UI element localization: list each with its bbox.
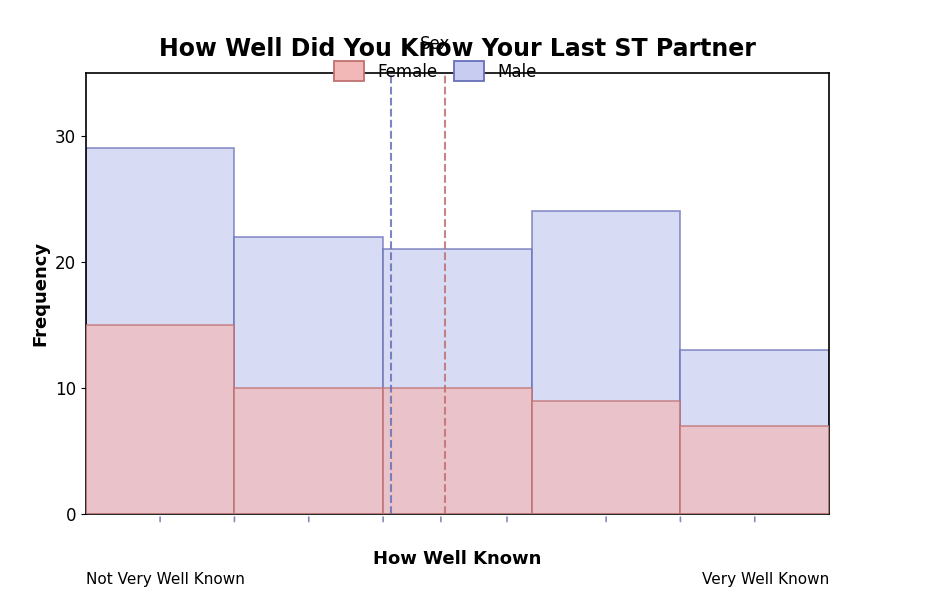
Bar: [383, 388, 531, 514]
Bar: [680, 426, 828, 514]
Bar: [531, 211, 680, 514]
Text: How Well Known: How Well Known: [373, 549, 541, 567]
Text: Not Very Well Known: Not Very Well Known: [86, 572, 245, 587]
Text: Very Well Known: Very Well Known: [701, 572, 828, 587]
Bar: [531, 401, 680, 514]
Bar: [680, 350, 828, 514]
Bar: [86, 148, 234, 514]
Y-axis label: Frequency: Frequency: [31, 241, 50, 346]
Bar: [86, 325, 234, 514]
Title: How Well Did You Know Your Last ST Partner: How Well Did You Know Your Last ST Partn…: [159, 37, 755, 61]
Bar: [234, 388, 383, 514]
Legend: Female, Male: Female, Male: [327, 28, 543, 88]
Bar: [234, 237, 383, 514]
Bar: [383, 249, 531, 514]
